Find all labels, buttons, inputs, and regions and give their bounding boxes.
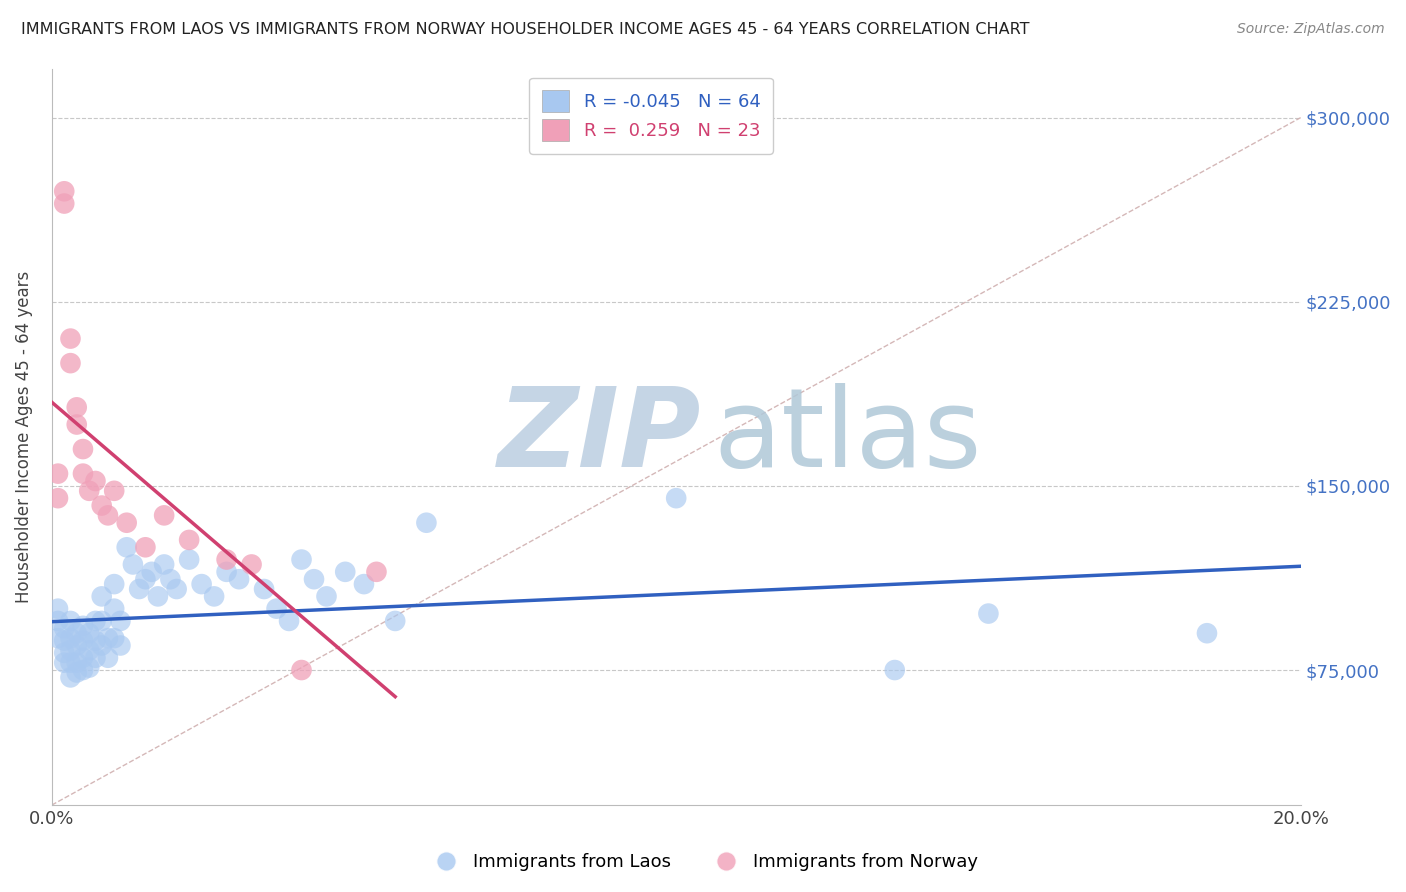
Point [59,356,82,370]
Point [302,572,325,586]
Point [59,332,82,346]
Point [46,491,69,505]
Point [46,601,69,615]
Point [278,614,301,628]
Point [665,491,688,505]
Point [110,639,132,653]
Point [59,631,82,645]
Legend: Immigrants from Laos, Immigrants from Norway: Immigrants from Laos, Immigrants from No… [420,847,986,879]
Point [53,656,76,670]
Point [97,631,120,645]
Point [141,565,163,579]
Point [66,665,89,680]
Point [72,633,94,648]
Point [59,614,82,628]
Point [115,541,138,555]
Point [290,552,312,566]
Point [72,467,94,481]
Point [335,565,357,579]
Point [77,626,100,640]
Point [977,607,1000,621]
Point [179,533,201,547]
Point [202,590,225,604]
Point [66,626,89,640]
Point [84,614,107,628]
Point [53,633,76,648]
Point [53,196,76,211]
Point [134,572,156,586]
Point [53,621,76,635]
Point [179,552,201,566]
Point [53,184,76,198]
Point [84,650,107,665]
Point [90,499,112,513]
Text: IMMIGRANTS FROM LAOS VS IMMIGRANTS FROM NORWAY HOUSEHOLDER INCOME AGES 45 - 64 Y: IMMIGRANTS FROM LAOS VS IMMIGRANTS FROM … [21,22,1029,37]
Legend: R = -0.045   N = 64, R =  0.259   N = 23: R = -0.045 N = 64, R = 0.259 N = 23 [530,78,773,154]
Text: atlas: atlas [714,384,983,491]
Point [72,663,94,677]
Point [46,631,69,645]
Point [66,656,89,670]
Point [110,614,132,628]
Point [72,442,94,456]
Point [90,590,112,604]
Point [59,643,82,657]
Point [240,558,263,572]
Point [66,639,89,653]
Point [84,633,107,648]
Point [366,565,388,579]
Point [59,656,82,670]
Point [134,541,156,555]
Point [97,650,120,665]
Point [153,558,176,572]
Point [1195,626,1218,640]
Point [84,474,107,488]
Point [90,614,112,628]
Point [77,643,100,657]
Point [72,619,94,633]
Point [46,614,69,628]
Point [46,467,69,481]
Point [77,660,100,674]
Point [53,646,76,660]
Point [166,582,188,596]
Point [103,631,125,645]
Point [103,483,125,498]
Point [146,590,169,604]
Point [215,552,238,566]
Text: Source: ZipAtlas.com: Source: ZipAtlas.com [1237,22,1385,37]
Point [59,670,82,684]
Point [415,516,437,530]
Point [159,572,181,586]
Point [77,483,100,498]
Point [153,508,176,523]
Point [128,582,150,596]
Point [122,558,145,572]
Point [353,577,375,591]
Point [66,417,89,432]
Point [190,577,212,591]
Point [103,601,125,615]
Point [228,572,250,586]
Point [290,663,312,677]
Point [97,508,120,523]
Point [66,401,89,415]
Text: ZIP: ZIP [498,384,702,491]
Point [315,590,337,604]
Y-axis label: Householder Income Ages 45 - 64 years: Householder Income Ages 45 - 64 years [15,270,32,603]
Point [384,614,406,628]
Point [103,577,125,591]
Point [253,582,276,596]
Point [215,565,238,579]
Point [883,663,905,677]
Point [115,516,138,530]
Point [90,639,112,653]
Point [266,601,288,615]
Point [72,650,94,665]
